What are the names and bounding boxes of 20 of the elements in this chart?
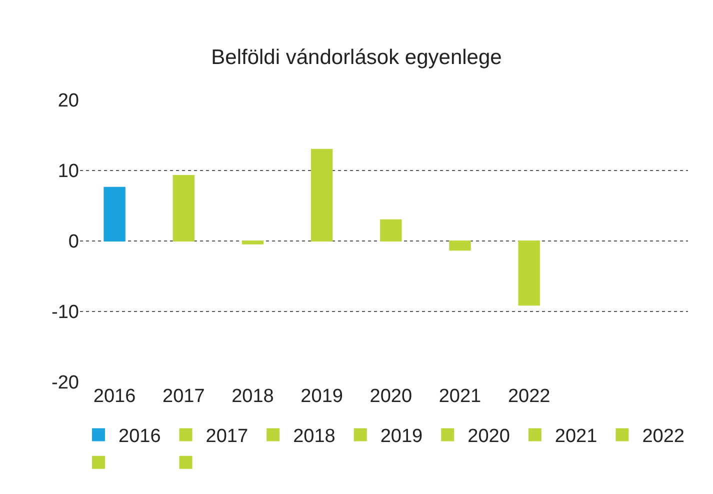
- x-tick-label: 2016: [93, 386, 136, 407]
- x-tick-label: 2017: [162, 386, 205, 407]
- legend-label: 2018: [293, 426, 336, 448]
- chart-title: Belföldi vándorlások egyenlege: [211, 46, 502, 70]
- legend-label: 2022: [642, 426, 684, 448]
- x-tick-label: 2020: [370, 386, 412, 407]
- y-tick-label: 20: [58, 90, 79, 112]
- x-tick-label: 2019: [300, 386, 343, 407]
- y-tick-label: 0: [68, 232, 79, 253]
- legend-label: 2017: [206, 426, 248, 448]
- y-tick-label: -10: [52, 302, 79, 324]
- y-tick-label: -20: [52, 372, 79, 394]
- x-tick-label: 2021: [438, 386, 482, 407]
- x-tick-label: 2018: [232, 386, 274, 407]
- legend-label: 2019: [380, 426, 423, 448]
- legend-label: 2020: [468, 426, 510, 448]
- y-tick-label: 10: [58, 161, 79, 182]
- x-tick-label: 2022: [508, 386, 550, 407]
- legend-label: 2016: [118, 426, 161, 448]
- legend-label: 2021: [554, 426, 598, 448]
